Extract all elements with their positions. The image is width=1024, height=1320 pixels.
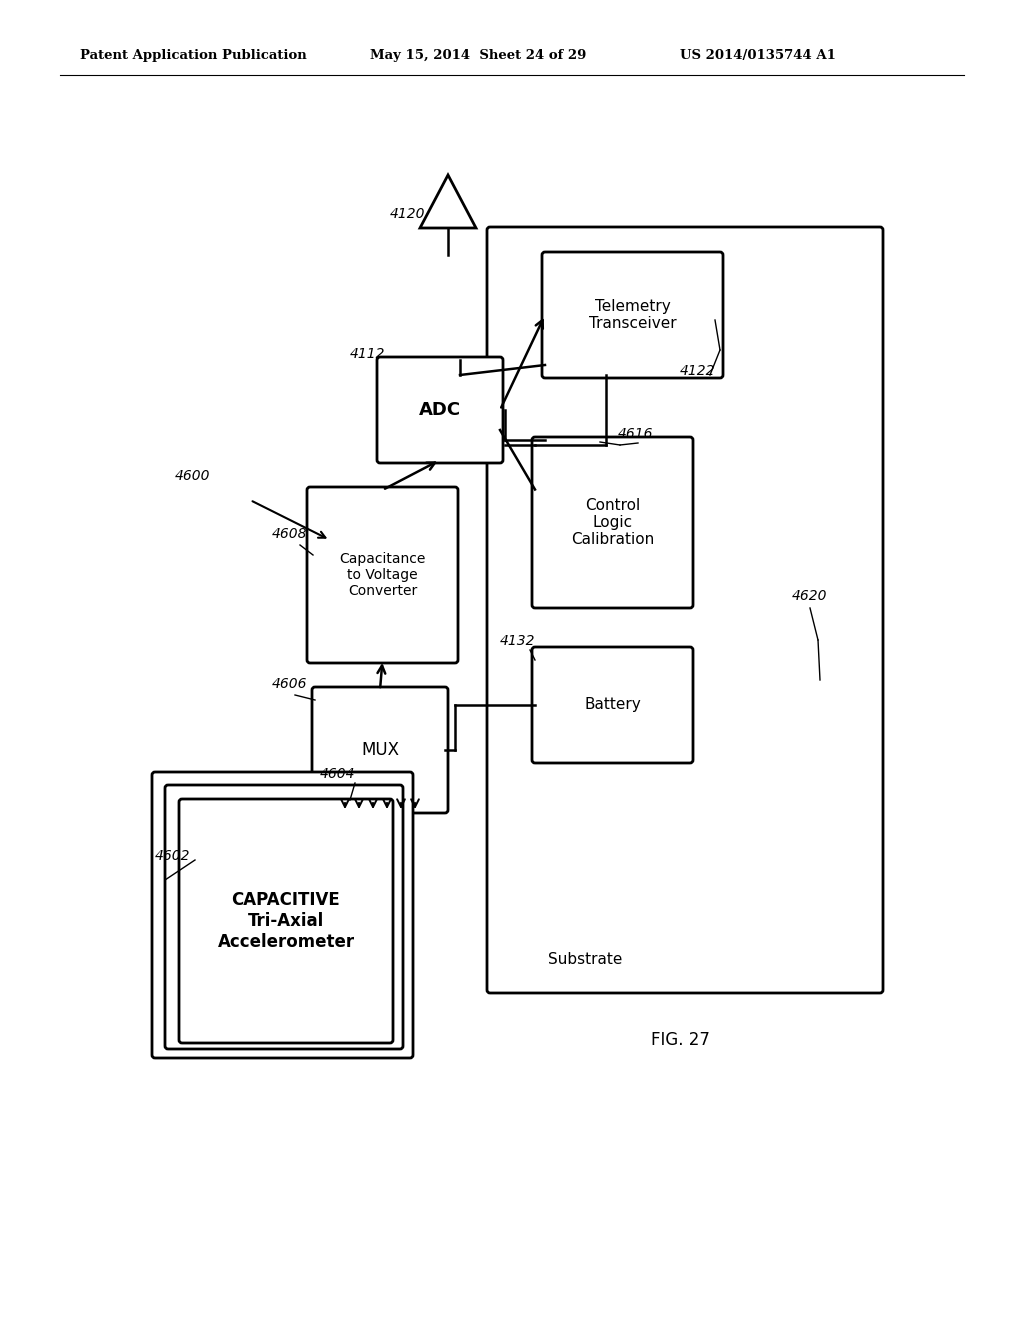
FancyBboxPatch shape: [165, 785, 403, 1049]
FancyBboxPatch shape: [532, 437, 693, 609]
Text: Control
Logic
Calibration: Control Logic Calibration: [570, 498, 654, 548]
Text: 4602: 4602: [155, 849, 190, 863]
FancyBboxPatch shape: [179, 799, 393, 1043]
Text: 4604: 4604: [319, 767, 355, 781]
Text: FIG. 27: FIG. 27: [650, 1031, 710, 1049]
FancyBboxPatch shape: [312, 686, 449, 813]
Text: 4122: 4122: [680, 364, 716, 378]
Text: CAPACITIVE
Tri-Axial
Accelerometer: CAPACITIVE Tri-Axial Accelerometer: [217, 891, 354, 950]
Text: Patent Application Publication: Patent Application Publication: [80, 49, 307, 62]
Text: Telemetry
Transceiver: Telemetry Transceiver: [589, 298, 676, 331]
Text: 4600: 4600: [175, 469, 211, 483]
Text: Capacitance
to Voltage
Converter: Capacitance to Voltage Converter: [339, 552, 426, 598]
Text: May 15, 2014  Sheet 24 of 29: May 15, 2014 Sheet 24 of 29: [370, 49, 587, 62]
Text: ADC: ADC: [419, 401, 461, 418]
FancyBboxPatch shape: [152, 772, 413, 1059]
Text: Substrate: Substrate: [548, 953, 623, 968]
Text: 4120: 4120: [390, 207, 426, 220]
Text: 4616: 4616: [618, 426, 653, 441]
FancyBboxPatch shape: [542, 252, 723, 378]
Text: Battery: Battery: [584, 697, 641, 713]
Text: 4608: 4608: [272, 527, 307, 541]
FancyBboxPatch shape: [532, 647, 693, 763]
FancyBboxPatch shape: [307, 487, 458, 663]
Text: US 2014/0135744 A1: US 2014/0135744 A1: [680, 49, 836, 62]
FancyBboxPatch shape: [377, 356, 503, 463]
Text: 4620: 4620: [792, 589, 827, 603]
Text: MUX: MUX: [361, 741, 399, 759]
Text: 4606: 4606: [272, 677, 307, 690]
Text: 4112: 4112: [350, 347, 385, 360]
FancyBboxPatch shape: [487, 227, 883, 993]
Text: 4132: 4132: [500, 634, 536, 648]
